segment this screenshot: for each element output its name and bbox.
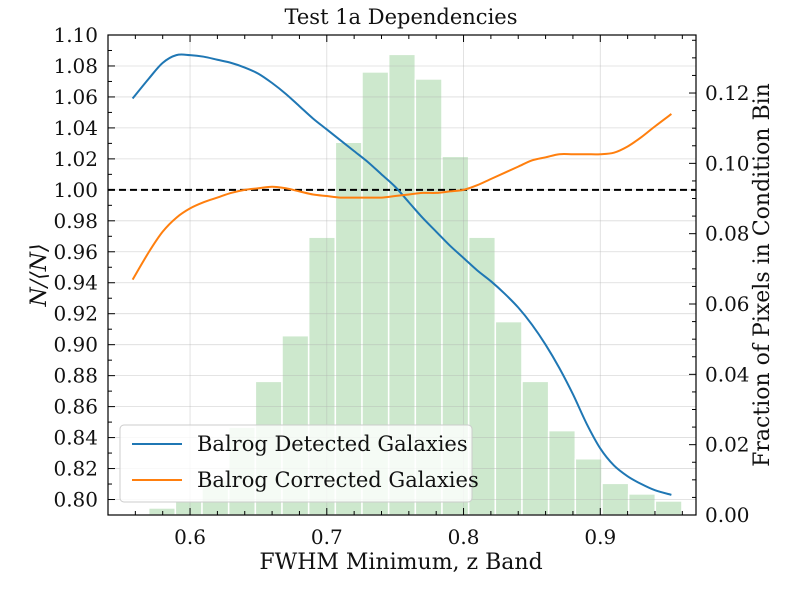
y2-tick-label: 0.04: [705, 362, 750, 386]
y2-tick-label: 0.10: [705, 151, 750, 175]
y2-tick-label: 0.00: [705, 503, 750, 527]
y-tick-label: 1.02: [53, 147, 98, 171]
y-tick-label: 1.08: [53, 54, 98, 78]
y2-tick-label: 0.12: [705, 81, 750, 105]
plot-frame: [107, 34, 697, 516]
histogram-bar: [174, 500, 203, 516]
tick-label-layer: 0.6 0.7 0.8 0.9 0.80 0.82 0.84 0.86 0.88 0.90 0.92…: [53, 23, 749, 549]
y-tick-label: 0.94: [53, 271, 98, 295]
y-tick-label: 0.82: [53, 457, 98, 481]
y2-tick-label: 0.06: [705, 292, 750, 316]
histogram-bar: [521, 380, 550, 516]
y-tick-label: 0.88: [53, 364, 98, 388]
y-tick-label: 1.00: [53, 178, 98, 202]
y-tick-label: 1.10: [53, 23, 98, 47]
series-line-corrected: [131, 113, 672, 281]
x-tick-label: 0.8: [448, 525, 480, 549]
y-tick-label: 0.92: [53, 302, 98, 326]
histogram-bar: [147, 507, 177, 516]
y-tick-label: 1.04: [53, 116, 98, 140]
histogram-bar: [494, 320, 523, 516]
histogram-bar: [627, 493, 657, 516]
y-tick-label: 0.84: [53, 426, 98, 450]
histogram-bar: [574, 457, 603, 516]
axes-layer: [107, 34, 697, 516]
y2-axis-label: Fraction of Pixels in Condition Bin: [750, 83, 775, 467]
legend-label-detected: Balrog Detected Galaxies: [197, 432, 468, 456]
histogram-bar: [547, 429, 577, 516]
x-tick-label: 0.7: [311, 525, 343, 549]
y-tick-label: 0.80: [53, 488, 98, 512]
legend: Balrog Detected Galaxies Balrog Correcte…: [119, 424, 479, 503]
series-layer: [131, 53, 672, 496]
y-tick-label: 0.90: [53, 333, 98, 357]
x-tick-label: 0.9: [584, 525, 616, 549]
y-axis-label: N/⟨N⟩: [27, 243, 52, 307]
y-tick-label: 0.86: [53, 395, 98, 419]
y-tick-label: 0.96: [53, 240, 98, 264]
y2-tick-label: 0.08: [705, 222, 750, 246]
y-tick-label: 0.98: [53, 209, 98, 233]
histogram-bar: [654, 500, 683, 516]
chart-title: Test 1a Dependencies: [285, 5, 518, 29]
y2-tick-label: 0.02: [705, 433, 750, 457]
histogram-bar: [467, 236, 497, 516]
x-tick-label: 0.6: [174, 525, 206, 549]
legend-frame: [119, 424, 473, 503]
legend-label-corrected: Balrog Corrected Galaxies: [197, 468, 479, 492]
x-axis-label: FWHM Minimum, z Band: [259, 550, 542, 575]
y-tick-label: 1.06: [53, 85, 98, 109]
